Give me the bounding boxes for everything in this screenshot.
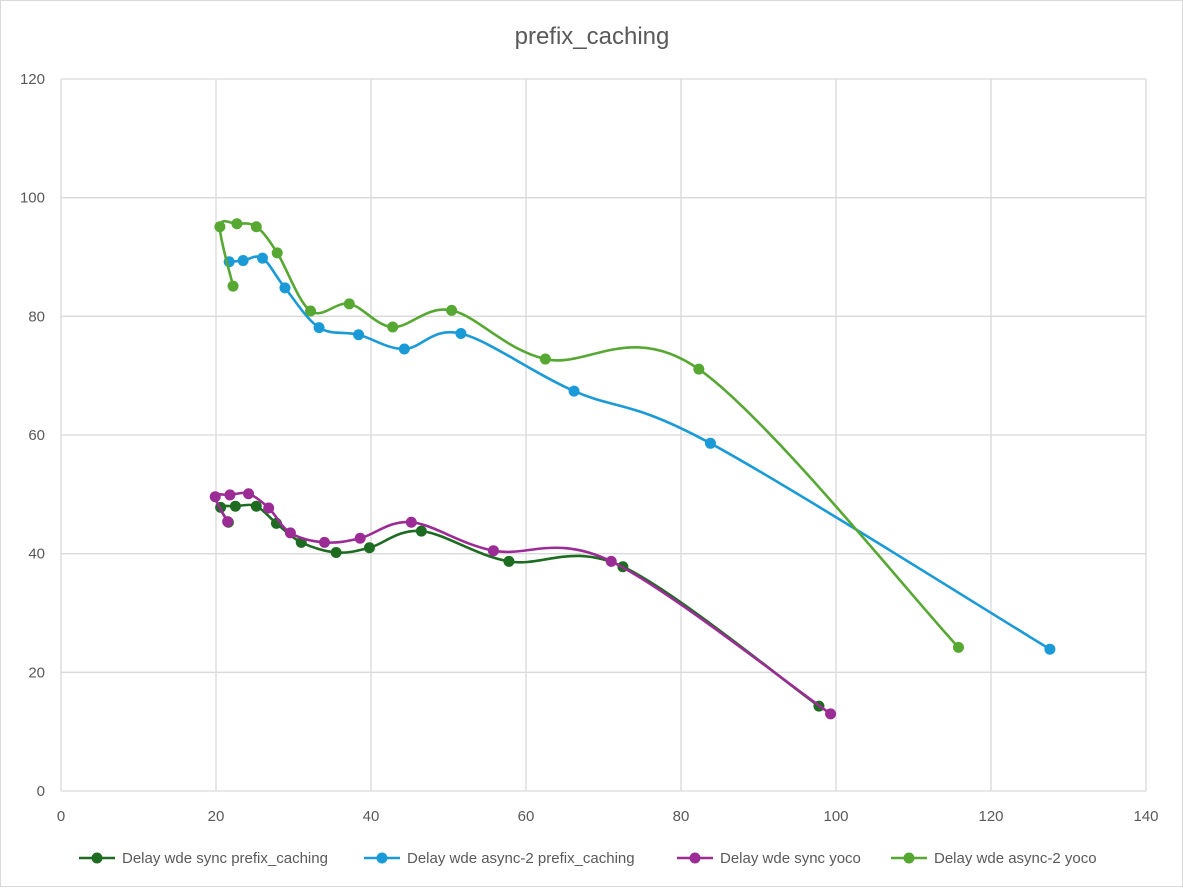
data-point (243, 488, 255, 500)
legend-marker (903, 852, 915, 864)
y-tick-label: 0 (37, 783, 45, 800)
data-point (231, 218, 243, 230)
data-point (405, 516, 417, 528)
x-tick-label: 140 (1133, 808, 1158, 825)
data-point (319, 536, 330, 548)
x-tick-label: 40 (363, 808, 380, 825)
data-point (224, 489, 236, 501)
data-point (284, 527, 296, 539)
data-point (250, 500, 262, 512)
series-2 (223, 252, 1056, 655)
y-tick-label: 60 (28, 427, 45, 444)
data-point (209, 491, 221, 503)
series-4 (214, 218, 964, 653)
legend-label: Delay wde sync yoco (720, 850, 861, 867)
series-3 (209, 488, 837, 720)
data-point (387, 321, 399, 333)
legend-label: Delay wde async-2 yoco (934, 850, 1097, 867)
series-line (213, 491, 832, 716)
chart-title: prefix_caching (515, 23, 670, 50)
data-point (539, 353, 551, 365)
x-tick-label: 20 (208, 808, 225, 825)
data-point (398, 343, 410, 355)
x-tick-label: 80 (673, 808, 690, 825)
data-point (363, 542, 375, 554)
series-line (227, 255, 1052, 651)
data-point (415, 525, 427, 537)
data-point (263, 502, 275, 514)
series-line (219, 503, 821, 708)
data-point (279, 282, 291, 294)
data-point (487, 545, 499, 557)
data-point (1044, 643, 1056, 655)
legend-item: Delay wde async-2 prefix_caching (364, 850, 635, 867)
x-tick-label: 100 (823, 808, 848, 825)
data-point (257, 252, 268, 264)
x-tick-label: 60 (518, 808, 535, 825)
data-point (354, 532, 366, 544)
data-point (605, 555, 617, 567)
data-point (825, 708, 837, 720)
data-point (503, 555, 515, 567)
legend-item: Delay wde sync prefix_caching (79, 850, 328, 867)
data-point (446, 304, 458, 316)
legend-marker (689, 852, 701, 864)
legend-item: Delay wde async-2 yoco (891, 850, 1097, 867)
y-tick-label: 120 (20, 71, 45, 88)
gridlines (60, 78, 1147, 792)
data-point (568, 385, 580, 397)
legend-marker (91, 852, 103, 864)
y-tick-label: 20 (28, 664, 45, 681)
data-point (222, 516, 234, 528)
x-tick-label: 0 (57, 808, 65, 825)
series-line (218, 219, 960, 649)
axes: 0 20 40 60 80 100 120 0 20 40 60 80 100 120 140 (20, 71, 1159, 825)
legend-label: Delay wde async-2 prefix_caching (407, 850, 635, 867)
data-point (227, 280, 239, 292)
y-tick-label: 40 (28, 546, 45, 563)
data-point (305, 305, 317, 317)
data-point (343, 298, 355, 310)
data-point (237, 255, 249, 267)
data-point (330, 546, 342, 558)
x-tick-label: 120 (978, 808, 1003, 825)
data-point (353, 329, 365, 341)
data-point (693, 363, 705, 375)
y-tick-label: 80 (28, 308, 45, 325)
series-1 (215, 500, 825, 712)
data-point (455, 328, 467, 340)
data-point (214, 221, 226, 233)
legend-item: Delay wde sync yoco (677, 850, 861, 867)
data-point (313, 322, 325, 334)
legend: Delay wde sync prefix_caching Delay wde a… (79, 850, 1097, 867)
legend-marker (376, 852, 388, 864)
data-point (704, 437, 716, 449)
data-point (250, 221, 262, 233)
data-point (952, 641, 964, 653)
y-tick-label: 100 (20, 190, 45, 207)
data-point (229, 500, 241, 512)
plot-series (209, 218, 1056, 720)
legend-label: Delay wde sync prefix_caching (122, 850, 328, 867)
data-point (271, 247, 283, 259)
